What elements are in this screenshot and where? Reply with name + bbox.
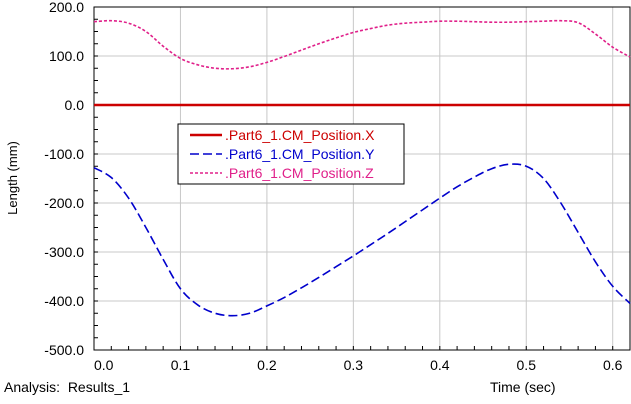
x-tick-label: 0.2 <box>257 357 277 373</box>
analysis-label-text: Analysis: <box>4 379 61 395</box>
y-tick-label: 200.0 <box>49 0 84 15</box>
y-axis-title: Length (mm) <box>5 141 20 215</box>
tick-labels: 200.0 100.0 0.0 -100.0 -200.0 -300.0 -400.0 -50… <box>44 0 622 373</box>
series-layer <box>93 19 631 317</box>
legend-entry-2: .Part6_1.CM_Position.Y <box>225 146 375 162</box>
x-tick-label: 0.0 <box>94 357 114 373</box>
y-tick-label: 0.0 <box>65 97 85 113</box>
plot-area-border <box>93 6 631 351</box>
y-tick-label: -500.0 <box>44 342 84 358</box>
x-tick-label: 0.6 <box>603 357 623 373</box>
analysis-name: Results_1 <box>67 379 131 395</box>
legend-entry-3: .Part6_1.CM_Position.Z <box>225 165 374 181</box>
y-tick-label: -400.0 <box>44 293 84 309</box>
x-axis-title: Time (sec) <box>490 379 556 395</box>
x-tick-label: 0.3 <box>344 357 364 373</box>
x-tick-label: 0.1 <box>171 357 191 373</box>
legend: .Part6_1.CM_Position.X .Part6_1.CM_Positi… <box>177 123 405 185</box>
y-tick-label: 100.0 <box>49 48 84 64</box>
x-tick-label: 0.5 <box>517 357 537 373</box>
x-tick-label: 0.4 <box>430 357 450 373</box>
y-tick-label: -200.0 <box>44 195 84 211</box>
y-tick-label: -300.0 <box>44 244 84 260</box>
legend-entry-1: .Part6_1.CM_Position.X <box>225 127 375 143</box>
series-line-2 <box>93 163 631 317</box>
series-line-3 <box>93 19 631 70</box>
y-tick-label: -100.0 <box>44 146 84 162</box>
analysis-label: Analysis: Results_1 <box>4 379 130 395</box>
